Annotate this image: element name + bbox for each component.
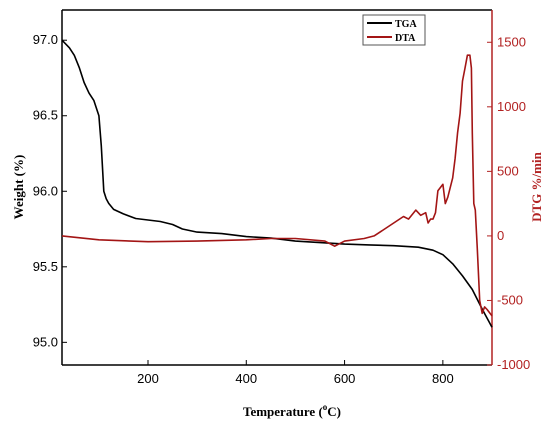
plot-frame bbox=[61, 9, 493, 366]
series-line-dta bbox=[61, 54, 493, 317]
y2-tick-label: -500 bbox=[497, 292, 523, 307]
y2-tick-label: 1500 bbox=[497, 34, 526, 49]
y-tick-label: 96.0 bbox=[33, 183, 58, 198]
legend-label-tga: TGA bbox=[395, 19, 417, 30]
legend-label-dta: DTA bbox=[395, 33, 416, 44]
y-axis-ticks: 95.0 95.5 96.0 96.5 97.0 bbox=[33, 32, 67, 349]
legend: TGA DTA bbox=[362, 14, 426, 46]
y-tick-label: 95.0 bbox=[33, 334, 58, 349]
series-line-tga bbox=[61, 39, 493, 328]
x-tick-label: 400 bbox=[235, 371, 257, 386]
y2-tick-label: 500 bbox=[497, 163, 519, 178]
y2-tick-label: 0 bbox=[497, 228, 504, 243]
y-tick-label: 96.5 bbox=[33, 108, 58, 123]
y-tick-label: 95.5 bbox=[33, 259, 58, 274]
y2-tick-label: 1000 bbox=[497, 99, 526, 114]
y-tick-label: 97.0 bbox=[33, 32, 58, 47]
x-tick-label: 800 bbox=[432, 371, 454, 386]
x-axis-ticks: 200 400 600 800 bbox=[137, 360, 454, 386]
y2-axis-title: DTG %/min bbox=[529, 151, 544, 221]
y2-tick-label: -1000 bbox=[497, 357, 530, 372]
x-axis-title: Temperature (oC) bbox=[243, 402, 341, 419]
series-layer bbox=[61, 39, 493, 328]
legend-box bbox=[362, 14, 426, 46]
y-axis-title: Weight (%) bbox=[11, 155, 26, 220]
y2-axis-ticks: -1000 -500 0 500 1000 1500 bbox=[487, 34, 530, 372]
x-tick-label: 200 bbox=[137, 371, 159, 386]
x-tick-label: 600 bbox=[334, 371, 356, 386]
